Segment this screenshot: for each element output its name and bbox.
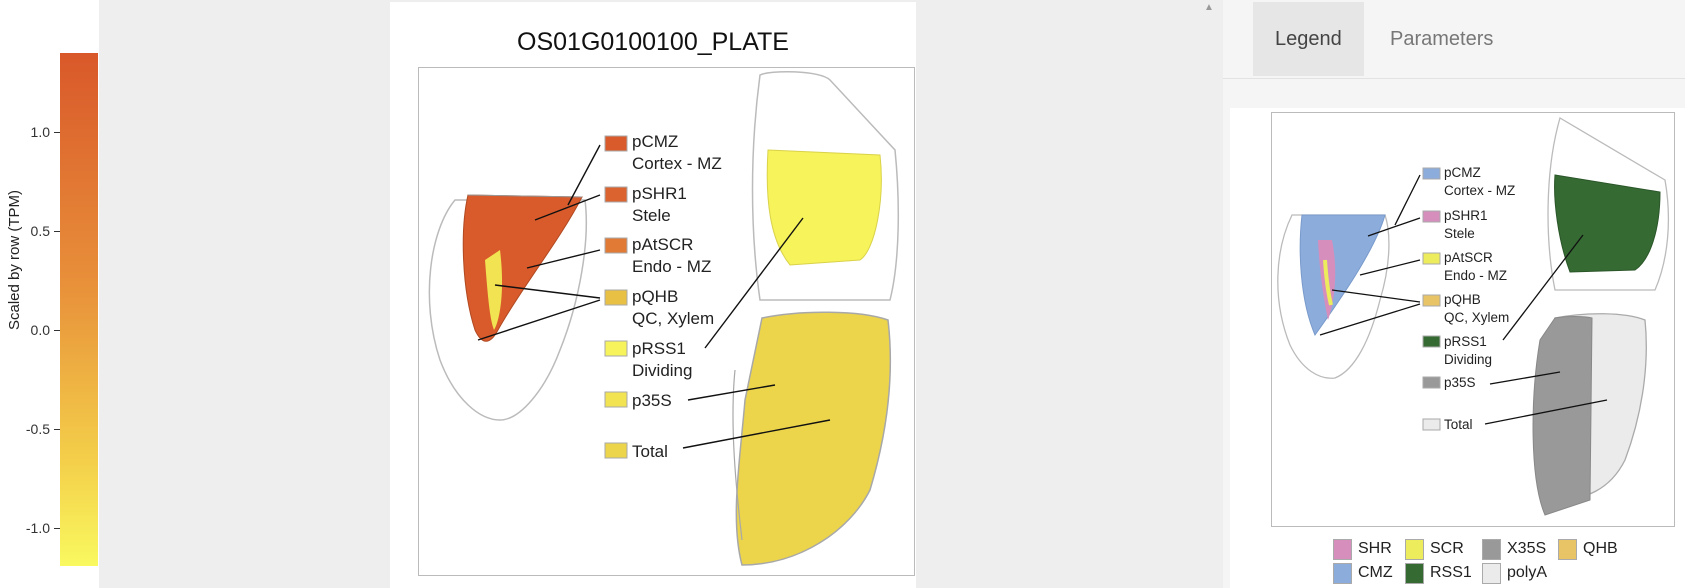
plot-label-name: Total bbox=[632, 442, 668, 461]
plot-label-p35s: p35S bbox=[632, 390, 672, 412]
legend-swatch-patscr bbox=[1422, 252, 1441, 265]
legend-label-p35s: p35S bbox=[1444, 374, 1476, 392]
key-swatch bbox=[1558, 539, 1577, 560]
legend-label-swatches bbox=[1422, 167, 1441, 431]
legend-label-name: Total bbox=[1444, 417, 1473, 432]
key-label: SCR bbox=[1430, 540, 1464, 557]
plot-label-name: pCMZ bbox=[632, 132, 679, 151]
key-label: X35S bbox=[1507, 540, 1547, 557]
plot-label-sub: Cortex - MZ bbox=[632, 154, 722, 173]
legend-label-pqhb: pQHB QC, Xylem bbox=[1444, 291, 1509, 327]
legend-label-sub: Endo - MZ bbox=[1444, 268, 1508, 283]
legend-swatch-pcmz bbox=[1422, 167, 1441, 180]
legend-label-total: Total bbox=[1444, 416, 1473, 434]
key-swatch bbox=[1482, 563, 1501, 584]
scale-tick-mark bbox=[54, 132, 60, 133]
key-label: polyA bbox=[1507, 564, 1548, 581]
plot-label-name: pRSS1 bbox=[632, 339, 686, 358]
scale-tick-mark bbox=[54, 429, 60, 430]
legend-leader-lines bbox=[1319, 174, 1608, 425]
legend-swatch-pshr1 bbox=[1422, 210, 1441, 223]
legend-label-name: p35S bbox=[1444, 375, 1476, 390]
key-label: RSS1 bbox=[1430, 564, 1472, 581]
legend-swatch-prss1 bbox=[1422, 335, 1441, 348]
legend-root-dividing bbox=[1547, 117, 1670, 291]
swatch-patscr bbox=[604, 237, 628, 254]
plot-title: OS01G0100100_PLATE bbox=[517, 28, 789, 56]
legend-label-patscr: pAtSCR Endo - MZ bbox=[1444, 249, 1507, 285]
scale-tick-label: -0.5 bbox=[25, 421, 50, 437]
legend-label-name: pAtSCR bbox=[1444, 250, 1493, 265]
key-swatch bbox=[1405, 539, 1424, 560]
plot-label-sub: Dividing bbox=[632, 361, 693, 380]
key-swatch bbox=[1333, 563, 1352, 584]
plot-label-name: p35S bbox=[632, 391, 672, 410]
key-label: CMZ bbox=[1358, 564, 1393, 581]
key-label: QHB bbox=[1583, 540, 1618, 557]
legend-swatch-total bbox=[1422, 418, 1441, 431]
legend-label-name: pRSS1 bbox=[1444, 334, 1487, 349]
legend-swatch-pqhb bbox=[1422, 294, 1441, 307]
plot-leader-lines bbox=[477, 144, 831, 449]
plot-label-pcmz: pCMZ Cortex - MZ bbox=[632, 131, 722, 175]
plot-label-pqhb: pQHB QC, Xylem bbox=[632, 286, 714, 330]
key-swatch bbox=[1482, 539, 1501, 560]
root-illustration-multicell bbox=[428, 194, 588, 421]
plot-label-name: pSHR1 bbox=[632, 184, 687, 203]
key-swatch bbox=[1405, 563, 1424, 584]
scroll-up-arrow-icon[interactable]: ▲ bbox=[1204, 2, 1214, 13]
scale-tick-label: 1.0 bbox=[30, 124, 50, 140]
plot-label-patscr: pAtSCR Endo - MZ bbox=[632, 234, 711, 278]
swatch-pshr1 bbox=[604, 186, 628, 203]
legend-label-prss1: pRSS1 Dividing bbox=[1444, 333, 1492, 369]
color-scale-bar bbox=[60, 53, 98, 566]
scale-tick-label: -1.0 bbox=[25, 520, 50, 536]
legend-label-sub: Stele bbox=[1444, 226, 1475, 241]
plot-label-total: Total bbox=[632, 441, 668, 463]
plot-label-pshr1: pSHR1 Stele bbox=[632, 183, 687, 227]
plot-label-prss1: pRSS1 Dividing bbox=[632, 338, 692, 382]
legend-label-name: pQHB bbox=[1444, 292, 1481, 307]
tab-parameters[interactable]: Parameters bbox=[1390, 28, 1494, 50]
key-swatch bbox=[1333, 539, 1352, 560]
swatch-p35s bbox=[604, 391, 628, 408]
tab-legend[interactable]: Legend bbox=[1253, 2, 1364, 76]
scale-tick-label: 0.0 bbox=[30, 322, 50, 338]
scale-tick-label: 0.5 bbox=[30, 223, 50, 239]
swatch-pqhb bbox=[604, 289, 628, 306]
legend-label-sub: Dividing bbox=[1444, 352, 1493, 367]
legend-label-pcmz: pCMZ Cortex - MZ bbox=[1444, 164, 1515, 200]
plot-label-swatches bbox=[604, 135, 628, 459]
plot-label-sub: Stele bbox=[632, 206, 671, 225]
legend-label-name: pSHR1 bbox=[1444, 208, 1488, 223]
legend-label-name: pCMZ bbox=[1444, 165, 1481, 180]
legend-label-sub: QC, Xylem bbox=[1444, 310, 1510, 325]
legend-label-sub: Cortex - MZ bbox=[1444, 183, 1516, 198]
root-illustration-dividing bbox=[751, 70, 900, 301]
legend-root-multicell bbox=[1277, 214, 1390, 379]
swatch-total bbox=[604, 442, 628, 459]
legend-label-pshr1: pSHR1 Stele bbox=[1444, 207, 1488, 243]
swatch-pcmz bbox=[604, 135, 628, 152]
scale-tick-mark bbox=[54, 528, 60, 529]
plot-label-name: pQHB bbox=[632, 287, 679, 306]
legend-root-total bbox=[1532, 313, 1647, 516]
legend-swatch-p35s bbox=[1422, 376, 1441, 389]
swatch-prss1 bbox=[604, 340, 628, 357]
scale-tick-mark bbox=[54, 231, 60, 232]
plot-label-sub: Endo - MZ bbox=[632, 257, 712, 276]
plot-label-sub: QC, Xylem bbox=[632, 309, 715, 328]
root-illustration-total bbox=[732, 311, 892, 566]
scale-tick-mark bbox=[54, 330, 60, 331]
key-label: SHR bbox=[1358, 540, 1392, 557]
plot-label-name: pAtSCR bbox=[632, 235, 694, 254]
